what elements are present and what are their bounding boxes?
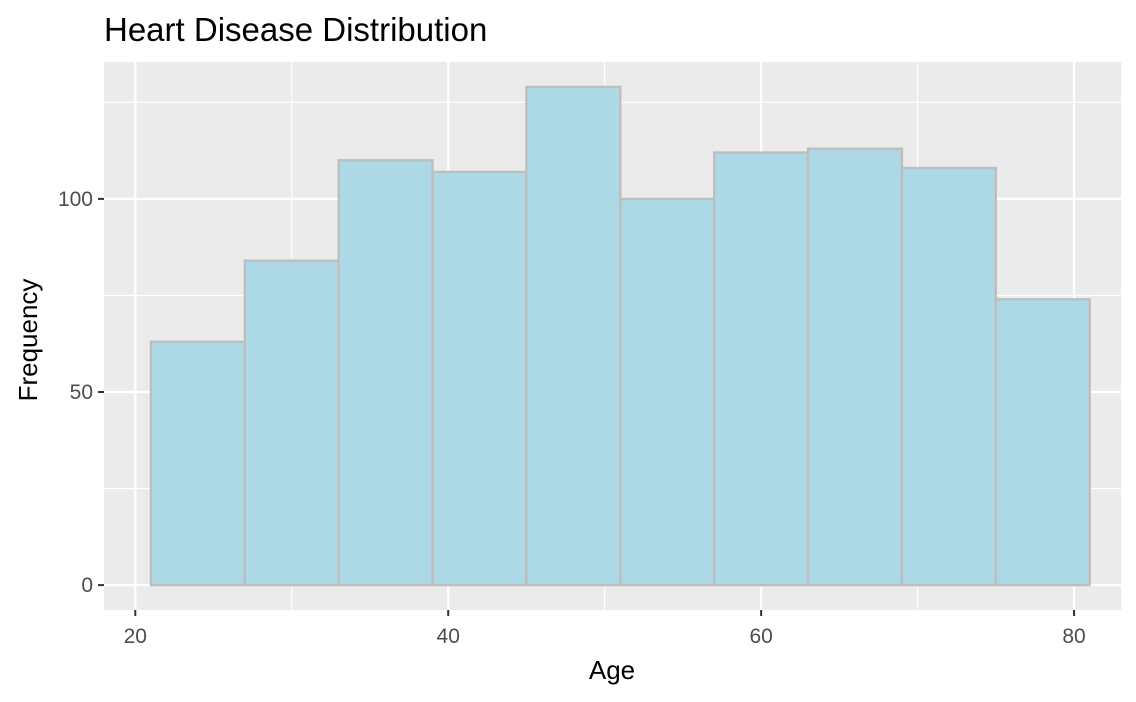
histogram-bar xyxy=(337,159,434,587)
histogram-bar xyxy=(994,298,1091,587)
x-axis-title: Age xyxy=(589,655,635,685)
y-axis: 0 50 100 xyxy=(58,188,104,597)
histogram-bar xyxy=(806,147,904,587)
histogram-bar xyxy=(900,166,998,587)
x-tick-label: 20 xyxy=(124,625,147,648)
histogram-bar xyxy=(713,151,810,587)
histogram-bar xyxy=(619,197,716,587)
histogram-bar xyxy=(149,340,247,587)
histogram-bar xyxy=(525,85,622,587)
histogram-bars xyxy=(149,85,1091,587)
y-tick-label: 0 xyxy=(81,574,93,597)
x-tick-label: 60 xyxy=(749,625,772,648)
x-tick-label: 80 xyxy=(1062,625,1085,648)
chart-title: Heart Disease Distribution xyxy=(104,11,487,48)
y-tick-label: 50 xyxy=(70,381,93,404)
x-tick-label: 40 xyxy=(437,625,460,648)
x-axis: 20 40 60 80 xyxy=(124,610,1086,648)
y-axis-title: Frequency xyxy=(13,279,43,402)
histogram-bar xyxy=(243,259,340,587)
histogram-bar xyxy=(431,170,528,587)
y-tick-label: 100 xyxy=(58,188,93,211)
